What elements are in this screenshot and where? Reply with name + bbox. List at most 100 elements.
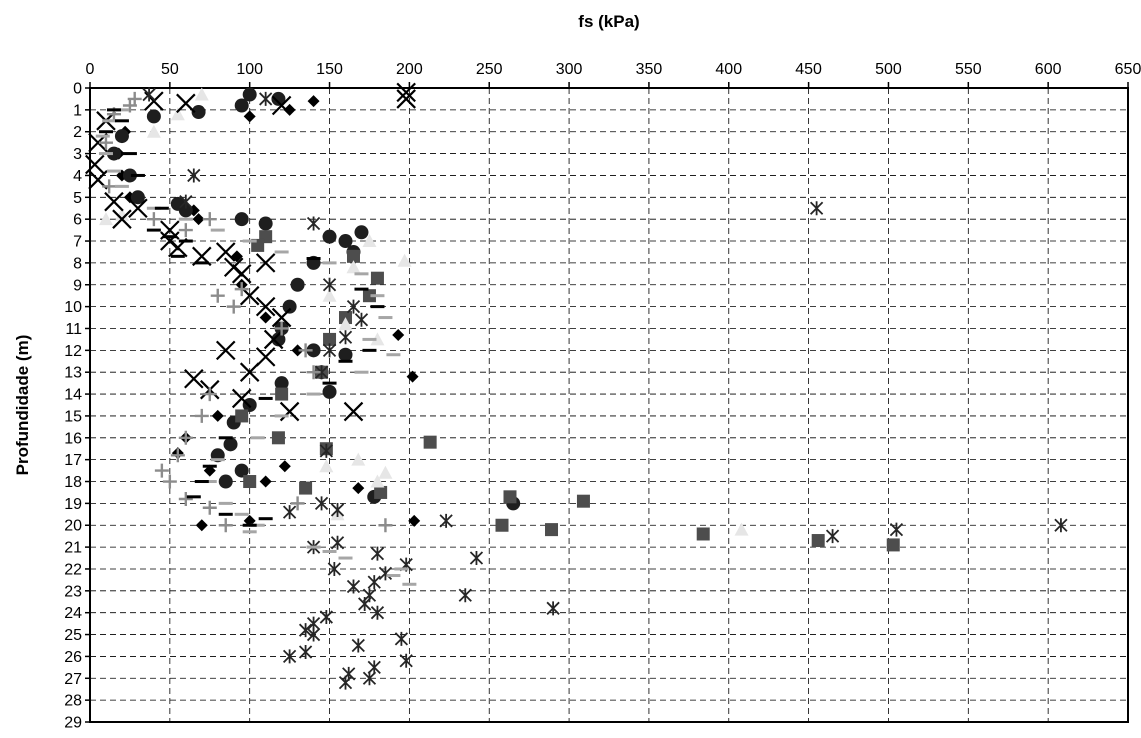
data-point: [503, 490, 517, 504]
data-point: [322, 229, 337, 244]
y-tick-label: 1: [73, 102, 82, 119]
y-axis-ticks: 0123456789101112131415161718192021222324…: [64, 81, 90, 732]
data-point: [322, 343, 337, 358]
data-point: [298, 623, 313, 638]
data-point: [327, 561, 341, 576]
data-point: [271, 431, 285, 445]
data-point: [176, 93, 196, 114]
grid-lines: [90, 88, 1128, 722]
data-point: [299, 481, 313, 495]
x-tick-label: 0: [86, 61, 95, 78]
data-point: [423, 435, 437, 449]
data-point: [130, 190, 145, 205]
data-point: [279, 401, 300, 422]
data-point: [392, 329, 405, 342]
data-point: [362, 234, 377, 248]
y-axis-title: Profundidade (m): [13, 335, 32, 476]
data-point: [319, 610, 333, 625]
data-point: [255, 347, 276, 367]
y-tick-label: 16: [64, 430, 82, 447]
data-point: [370, 546, 385, 561]
data-point: [243, 475, 257, 489]
y-tick-label: 11: [65, 321, 82, 338]
data-point: [191, 105, 206, 120]
data-point: [202, 500, 217, 515]
data-point: [98, 212, 113, 226]
data-point: [114, 129, 129, 144]
data-point: [370, 474, 385, 488]
data-point: [319, 443, 333, 458]
data-point: [290, 496, 305, 511]
series-plus: [98, 91, 393, 533]
data-point: [322, 288, 337, 302]
x-tick-label: 400: [715, 61, 742, 78]
plot-frame: [89, 87, 1129, 723]
data-point: [146, 124, 161, 138]
y-tick-label: 4: [73, 168, 82, 185]
data-point: [338, 675, 353, 690]
data-point: [194, 408, 209, 423]
data-point: [259, 475, 272, 488]
data-point: [122, 98, 137, 113]
y-tick-label: 5: [73, 190, 82, 207]
data-point: [330, 502, 345, 517]
data-point: [322, 384, 337, 399]
data-point: [306, 343, 321, 358]
data-point: [696, 527, 710, 541]
data-point: [378, 518, 393, 533]
data-point: [178, 430, 193, 445]
data-point: [346, 249, 360, 263]
y-tick-label: 8: [73, 255, 82, 272]
y-tick-label: 2: [73, 124, 82, 141]
data-points: [85, 82, 1068, 690]
data-point: [298, 645, 313, 660]
data-point: [178, 223, 193, 238]
data-point: [234, 282, 249, 297]
data-point: [146, 109, 161, 124]
series-triangle: [98, 87, 749, 536]
data-point: [215, 340, 236, 361]
data-point: [283, 103, 296, 116]
y-tick-label: 21: [64, 540, 82, 557]
x-tick-label: 650: [1115, 61, 1141, 78]
data-point: [104, 191, 124, 212]
data-point: [330, 535, 345, 550]
data-point: [322, 277, 337, 292]
data-point: [282, 299, 297, 314]
data-point: [243, 110, 256, 123]
data-point: [154, 463, 169, 478]
data-point: [170, 107, 185, 121]
data-point: [259, 311, 272, 324]
data-point: [298, 343, 313, 358]
data-point: [184, 368, 204, 389]
y-tick-label: 0: [73, 81, 82, 98]
data-point: [234, 463, 249, 478]
data-point: [194, 87, 209, 101]
y-tick-label: 15: [64, 408, 82, 425]
data-point: [370, 271, 384, 285]
data-point: [338, 330, 353, 345]
data-point: [495, 518, 509, 532]
data-point: [112, 209, 132, 229]
y-tick-label: 3: [73, 146, 82, 163]
data-point: [354, 312, 369, 327]
x-tick-label: 300: [556, 61, 583, 78]
data-point: [271, 307, 292, 328]
y-tick-label: 27: [64, 671, 82, 688]
data-point: [734, 522, 749, 536]
data-point: [162, 474, 177, 489]
data-point: [458, 588, 472, 603]
data-point: [396, 82, 416, 103]
data-point: [370, 605, 385, 620]
data-point: [889, 522, 904, 537]
data-point: [146, 212, 161, 227]
data-point: [258, 216, 273, 231]
data-point: [179, 194, 193, 209]
data-point: [122, 168, 137, 183]
y-tick-label: 28: [64, 693, 82, 710]
data-point: [242, 87, 257, 102]
data-point: [307, 95, 320, 108]
data-point: [469, 551, 484, 566]
x-tick-label: 100: [236, 61, 263, 78]
